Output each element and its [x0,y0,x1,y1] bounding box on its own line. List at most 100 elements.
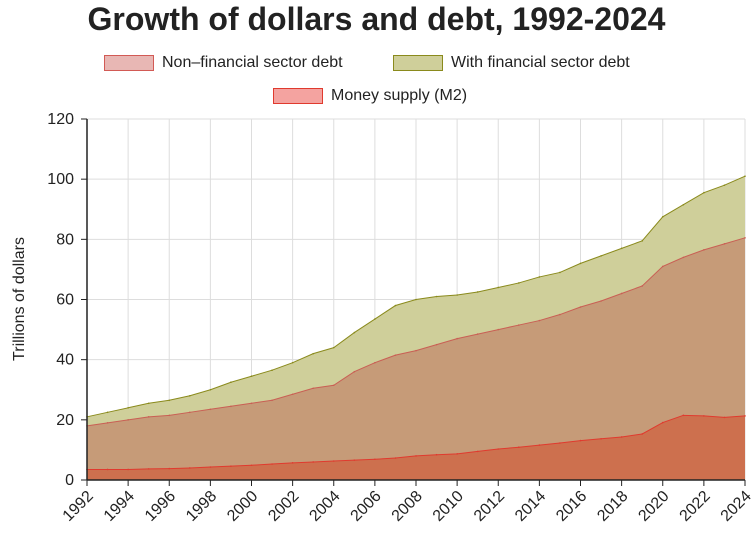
point-money-supply-m2-1996 [168,467,171,470]
point-non-financial-sector-debt-2005 [353,370,356,373]
y-tick-label: 20 [56,412,74,429]
point-money-supply-m2-2009 [435,453,438,456]
legend-item-money-supply[interactable]: Money supply (M2) [273,86,467,106]
point-money-supply-m2-2016 [579,439,582,442]
point-non-financial-sector-debt-2018 [620,292,623,295]
point-money-supply-m2-2004 [332,460,335,462]
point-money-supply-m2-1997 [189,467,191,469]
x-tick-label: 2006 [347,488,384,525]
point-money-supply-m2-2010 [456,453,458,455]
y-tick-label: 0 [65,472,74,489]
point-with-financial-sector-debt-1994 [127,407,129,409]
point-money-supply-m2-2013 [518,446,520,449]
point-with-financial-sector-debt-2006 [374,318,376,320]
x-tick-label: 2020 [635,488,672,525]
point-with-financial-sector-debt-2010 [456,294,458,296]
point-with-financial-sector-debt-1999 [230,381,232,384]
point-with-financial-sector-debt-2022 [703,191,705,194]
point-money-supply-m2-1999 [230,465,232,467]
point-money-supply-m2-2020 [661,421,664,424]
point-with-financial-sector-debt-2003 [312,352,314,355]
point-non-financial-sector-debt-2024 [744,237,746,239]
point-non-financial-sector-debt-1996 [168,414,171,417]
point-with-financial-sector-debt-2020 [661,215,664,218]
point-non-financial-sector-debt-2022 [703,249,705,251]
point-with-financial-sector-debt-2019 [641,240,643,242]
point-money-supply-m2-2002 [291,462,294,464]
legend-swatch-non-financial-debt [104,55,154,71]
point-with-financial-sector-debt-2009 [435,295,438,298]
point-non-financial-sector-debt-2019 [641,285,643,287]
point-money-supply-m2-2006 [374,458,376,461]
point-with-financial-sector-debt-2021 [682,203,685,206]
point-non-financial-sector-debt-2004 [332,384,335,387]
point-with-financial-sector-debt-2002 [291,361,294,364]
point-non-financial-sector-debt-2011 [476,333,479,335]
legend-label-money-supply: Money supply (M2) [331,87,468,104]
point-non-financial-sector-debt-2020 [661,265,664,268]
x-tick-label: 2024 [718,488,753,525]
point-non-financial-sector-debt-2016 [579,306,582,308]
point-with-financial-sector-debt-1995 [147,402,150,405]
point-money-supply-m2-2008 [415,455,417,457]
y-tick-label: 80 [56,231,74,248]
point-non-financial-sector-debt-1999 [230,405,232,408]
area-non-financial-sector-debt [87,237,745,480]
x-tick-label: 1994 [101,488,138,525]
point-with-financial-sector-debt-2012 [497,286,500,289]
point-money-supply-m2-2017 [600,437,602,440]
x-tick-label: 2016 [553,488,590,525]
point-with-financial-sector-debt-1998 [209,388,212,391]
x-tick-label: 1992 [60,488,97,525]
point-non-financial-sector-debt-2006 [374,361,376,364]
x-tick-label: 2014 [512,488,549,525]
point-non-financial-sector-debt-2010 [456,337,458,340]
point-money-supply-m2-2018 [620,436,623,438]
point-money-supply-m2-2000 [250,464,253,467]
point-non-financial-sector-debt-2000 [250,402,253,405]
point-with-financial-sector-debt-2013 [518,282,520,284]
legend-swatch-money-supply [273,88,323,104]
point-money-supply-m2-1998 [209,466,212,468]
point-with-financial-sector-debt-2023 [723,184,726,186]
x-tick-label: 2004 [306,488,343,525]
legend-item-financial-debt[interactable]: With financial sector debt [393,53,630,73]
legend-item-non-financial-debt[interactable]: Non–financial sector debt [104,53,343,73]
point-with-financial-sector-debt-2016 [579,262,582,265]
point-money-supply-m2-2012 [497,448,500,450]
point-with-financial-sector-debt-2011 [476,291,479,293]
point-with-financial-sector-debt-2004 [332,346,335,349]
x-tick-label: 1998 [183,488,220,525]
area-money-supply-m2 [87,415,745,480]
point-non-financial-sector-debt-1993 [106,422,109,424]
point-with-financial-sector-debt-2008 [415,298,417,301]
point-with-financial-sector-debt-2017 [600,255,602,257]
point-non-financial-sector-debt-1998 [209,408,212,411]
point-with-financial-sector-debt-1996 [168,399,171,402]
chart-title: Growth of dollars and debt, 1992-2024 [87,1,666,37]
point-money-supply-m2-2021 [682,414,685,417]
legend-label-financial-debt: With financial sector debt [451,54,630,71]
point-with-financial-sector-debt-1993 [106,411,109,414]
point-with-financial-sector-debt-2007 [394,304,397,307]
x-tick-label: 2000 [224,488,261,525]
point-non-financial-sector-debt-2001 [271,399,273,402]
point-money-supply-m2-2024 [744,415,746,417]
y-tick-label: 40 [56,352,74,369]
point-money-supply-m2-2005 [353,459,356,461]
point-with-financial-sector-debt-1997 [189,394,191,397]
point-with-financial-sector-debt-2001 [271,369,273,372]
point-with-financial-sector-debt-2018 [620,247,623,250]
point-money-supply-m2-2015 [559,442,561,444]
point-money-supply-m2-2003 [312,461,314,463]
x-tick-label: 2008 [389,488,426,525]
point-non-financial-sector-debt-2002 [291,393,294,396]
point-money-supply-m2-1993 [106,468,109,471]
point-non-financial-sector-debt-2014 [538,319,541,322]
x-tick-label: 2018 [594,488,631,525]
x-tick-label: 2012 [471,488,508,525]
point-non-financial-sector-debt-2017 [600,300,602,302]
point-money-supply-m2-2023 [723,416,726,419]
y-axis-label: Trillions of dollars [11,237,28,361]
point-non-financial-sector-debt-2003 [312,387,314,390]
